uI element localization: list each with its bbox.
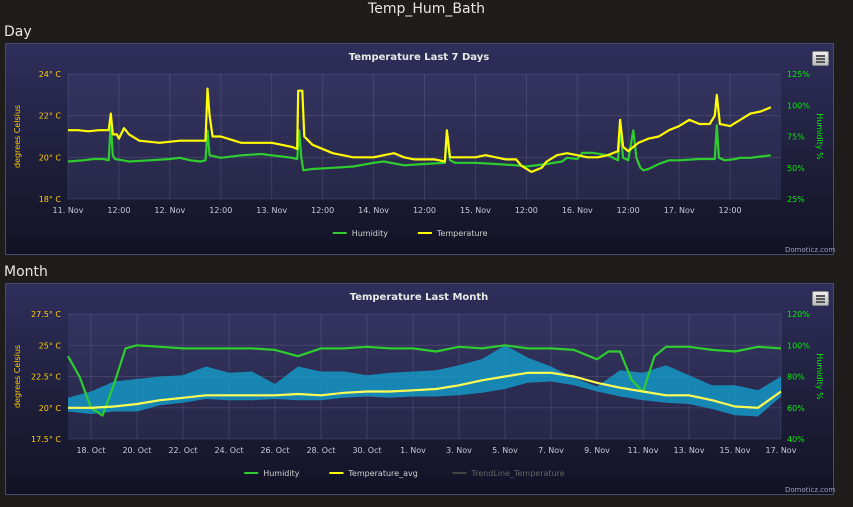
day-chart-title: Temperature Last 7 Days — [349, 52, 489, 63]
day-xtick-label: 14. Nov — [358, 206, 389, 215]
month-chart-menu-icon[interactable] — [812, 291, 829, 306]
month-xtick-label: 13. Nov — [674, 446, 705, 455]
day-legend-label-0: Humidity — [352, 229, 389, 238]
day-ytick-label: 20° C — [39, 153, 62, 162]
month-legend-label-1: Temperature_avg — [347, 469, 417, 478]
day-xtick-label: 12:00 — [413, 206, 436, 215]
month-xtick-label: 30. Oct — [352, 446, 381, 455]
day-xtick-label: 12:00 — [209, 206, 232, 215]
month-xtick-label: 22. Oct — [168, 446, 197, 455]
month-xtick-label: 7. Nov — [538, 446, 564, 455]
month-legend-label-0: Humidity — [263, 469, 300, 478]
day-chart-credit[interactable]: Domoticz.com — [785, 246, 836, 254]
month-chart-title: Temperature Last Month — [350, 292, 489, 303]
day-xtick-label: 11. Nov — [53, 206, 84, 215]
page-title: Temp_Hum_Bath — [368, 1, 485, 17]
month-xtick-label: 28. Oct — [306, 446, 335, 455]
day-series-temperature — [68, 87, 772, 174]
day-series-humidity — [67, 121, 771, 172]
month-ytick-label: 17.5° C — [31, 435, 61, 444]
month-xtick-label: 9. Nov — [584, 446, 610, 455]
day-ylabel: degrees Celsius — [13, 105, 22, 168]
day-plot-area — [68, 74, 781, 199]
month-xtick-label: 5. Nov — [492, 446, 518, 455]
month-chart-panel: Temperature Last Month 17.5° C 20° C 22.5° … — [5, 283, 836, 495]
day-xtick-label: 17. Nov — [664, 206, 695, 215]
day-y2tick-label: 25% — [787, 195, 805, 204]
month-ytick-label: 22.5° C — [31, 373, 61, 382]
day-xtick-label: 15. Nov — [460, 206, 491, 215]
month-chart-credit[interactable]: Domoticz.com — [785, 486, 836, 494]
month-ytick-label: 27.5° C — [31, 310, 61, 319]
day-y2label: Humidity % — [815, 113, 824, 160]
section-label-day: Day — [4, 24, 32, 40]
day-ytick-label: 22° C — [39, 112, 62, 121]
month-series-humidity — [67, 344, 782, 417]
day-xtick-label: 12:00 — [107, 206, 130, 215]
day-chart: Temperature Last 7 Days 18° C 20° C 22° C 24… — [13, 52, 824, 238]
month-ylabel: degrees Celsius — [13, 345, 22, 408]
month-xtick-label: 26. Oct — [260, 446, 289, 455]
month-y2label: Humidity % — [815, 353, 824, 400]
month-ytick-label: 20° C — [39, 404, 62, 413]
month-xtick-label: 11. Nov — [628, 446, 659, 455]
month-y2tick-label: 120% — [787, 310, 810, 319]
month-xtick-label: 17. Nov — [766, 446, 797, 455]
month-series-temperature-range — [68, 345, 781, 417]
month-xtick-label: 20. Oct — [122, 446, 151, 455]
day-xtick-label: 12:00 — [515, 206, 538, 215]
day-y2tick-label: 125% — [787, 70, 810, 79]
day-chart-panel: Temperature Last 7 Days 18° C 20° C 22° C 24… — [5, 43, 836, 255]
day-legend-label-1: Temperature — [436, 229, 488, 238]
month-y2tick-label: 80% — [787, 373, 805, 382]
day-ytick-label: 24° C — [39, 70, 62, 79]
month-xtick-label: 1. Nov — [400, 446, 426, 455]
day-chart-menu-icon[interactable] — [812, 51, 829, 66]
day-xtick-label: 13. Nov — [256, 206, 287, 215]
month-y2tick-label: 40% — [787, 435, 805, 444]
month-y2tick-label: 100% — [787, 341, 810, 350]
month-y2tick-label: 60% — [787, 404, 805, 413]
day-xtick-label: 12:00 — [617, 206, 640, 215]
month-xtick-label: 15. Nov — [720, 446, 751, 455]
month-series-temperature_avg — [68, 371, 782, 409]
day-y2tick-label: 75% — [787, 133, 805, 142]
section-label-month: Month — [4, 264, 48, 280]
month-xtick-label: 18. Oct — [76, 446, 105, 455]
day-xtick-label: 12. Nov — [154, 206, 185, 215]
day-ytick-label: 18° C — [39, 195, 62, 204]
month-legend-label-2: TrendLine_Temperature — [470, 469, 564, 478]
month-chart: Temperature Last Month 17.5° C 20° C 22.5° … — [13, 292, 824, 478]
day-xtick-label: 12:00 — [311, 206, 334, 215]
day-xtick-label: 12:00 — [719, 206, 742, 215]
month-xtick-label: 3. Nov — [446, 446, 472, 455]
month-xtick-label: 24. Oct — [214, 446, 243, 455]
day-y2tick-label: 100% — [787, 101, 810, 110]
day-xtick-label: 16. Nov — [562, 206, 593, 215]
day-y2tick-label: 50% — [787, 164, 805, 173]
month-ytick-label: 25° C — [39, 341, 62, 350]
